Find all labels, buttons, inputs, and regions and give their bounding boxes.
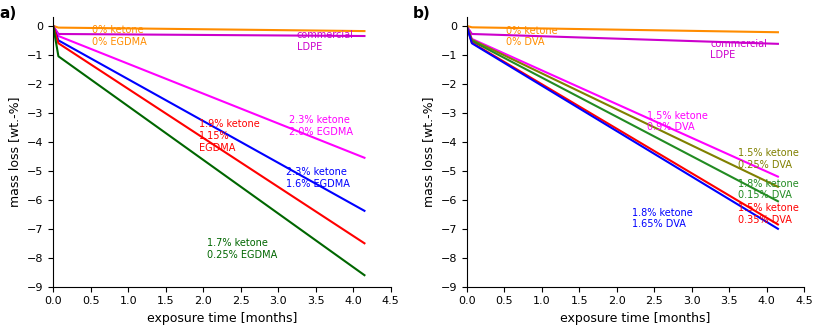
Text: commercial
LDPE: commercial LDPE bbox=[296, 30, 353, 52]
Text: 1.9% ketone
1.15%
EGDMA: 1.9% ketone 1.15% EGDMA bbox=[199, 120, 260, 153]
Text: 0% ketone
0% DVA: 0% ketone 0% DVA bbox=[505, 26, 557, 47]
Text: 1.8% ketone
1.65% DVA: 1.8% ketone 1.65% DVA bbox=[631, 208, 691, 229]
Text: 1.5% ketone
0.35% DVA: 1.5% ketone 0.35% DVA bbox=[737, 203, 798, 224]
Text: 0% ketone
0% EGDMA: 0% ketone 0% EGDMA bbox=[92, 25, 147, 46]
Text: 1.5% ketone
0.9% DVA: 1.5% ketone 0.9% DVA bbox=[646, 111, 707, 132]
Text: commercial
LDPE: commercial LDPE bbox=[709, 39, 767, 60]
Text: 2.3% ketone
1.6% EGDMA: 2.3% ketone 1.6% EGDMA bbox=[285, 167, 349, 189]
X-axis label: exposure time [months]: exposure time [months] bbox=[559, 312, 710, 325]
Text: 1.5% ketone
0.25% DVA: 1.5% ketone 0.25% DVA bbox=[737, 148, 798, 170]
Y-axis label: mass loss [wt.-%]: mass loss [wt.-%] bbox=[8, 97, 21, 207]
Text: 1.7% ketone
0.25% EGDMA: 1.7% ketone 0.25% EGDMA bbox=[206, 238, 277, 260]
Y-axis label: mass loss [wt.-%]: mass loss [wt.-%] bbox=[421, 97, 434, 207]
Text: 2.3% ketone
2.0% EGDMA: 2.3% ketone 2.0% EGDMA bbox=[289, 115, 353, 137]
Text: b): b) bbox=[412, 6, 430, 21]
Text: a): a) bbox=[0, 6, 16, 21]
Text: 1.8% ketone
0.15% DVA: 1.8% ketone 0.15% DVA bbox=[737, 179, 798, 201]
X-axis label: exposure time [months]: exposure time [months] bbox=[147, 312, 296, 325]
